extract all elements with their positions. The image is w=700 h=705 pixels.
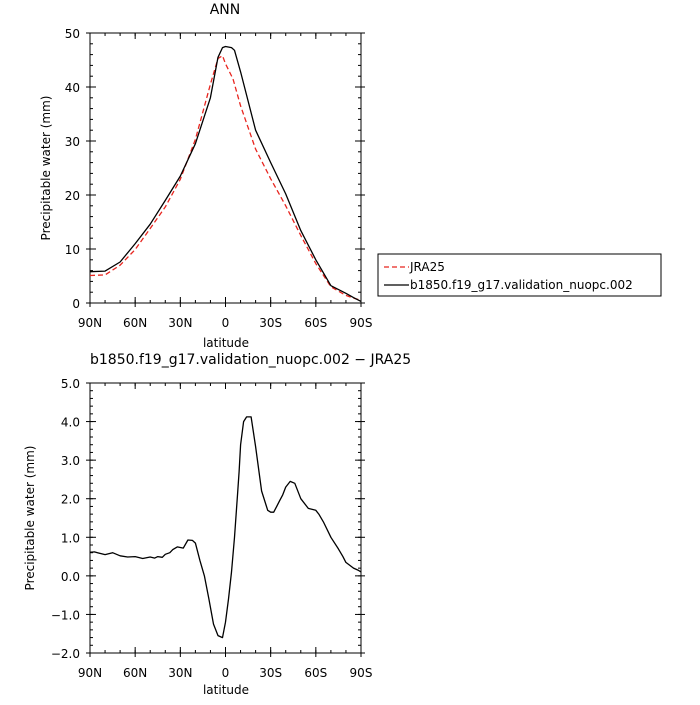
y-tick-label: 2.0 xyxy=(61,493,80,507)
panel-annual: ANN Precipitable water (mm) latitude 90N… xyxy=(39,2,372,350)
y-tick-label: −2.0 xyxy=(51,647,80,661)
panel-difference: b1850.f19_g17.validation_nuopc.002 − JRA… xyxy=(23,352,411,697)
x-axis-label: latitude xyxy=(203,336,249,350)
legend-label-model: b1850.f19_g17.validation_nuopc.002 xyxy=(410,278,633,292)
legend: JRA25 b1850.f19_g17.validation_nuopc.002 xyxy=(377,253,662,297)
x-tick-label: 90S xyxy=(350,666,373,680)
legend-box xyxy=(377,253,662,297)
y-axis-label: Precipitable water (mm) xyxy=(23,446,37,591)
x-tick-label: 30S xyxy=(259,666,282,680)
y-tick-label: 20 xyxy=(65,189,80,203)
series-line-b1850-f19-g17-validation-nuopc-002 xyxy=(89,45,362,302)
x-tick-label: 60N xyxy=(123,316,147,330)
y-tick-label: 40 xyxy=(65,81,80,95)
y-tick-label: 3.0 xyxy=(61,454,80,468)
y-tick-label: 5.0 xyxy=(61,377,80,391)
x-axis-label: latitude xyxy=(203,683,249,697)
chart-title: ANN xyxy=(210,2,241,18)
y-axis-label: Precipitable water (mm) xyxy=(39,96,53,241)
x-tick-label: 30S xyxy=(259,316,282,330)
x-tick-label: 0 xyxy=(222,316,230,330)
x-tick-label: 90N xyxy=(78,316,102,330)
x-tick-label: 60S xyxy=(304,666,327,680)
x-tick-label: 0 xyxy=(222,666,230,680)
x-tick-label: 60S xyxy=(304,316,327,330)
series-line-difference xyxy=(89,416,362,639)
y-tick-label: 1.0 xyxy=(61,531,80,545)
y-tick-label: 50 xyxy=(65,27,80,41)
x-tick-label: 60N xyxy=(123,666,147,680)
x-tick-label: 30N xyxy=(168,316,192,330)
y-tick-label: 4.0 xyxy=(61,416,80,430)
y-tick-label: −1.0 xyxy=(51,608,80,622)
series-line-jra25 xyxy=(89,55,362,301)
x-tick-label: 90S xyxy=(350,316,373,330)
y-tick-label: 0.0 xyxy=(61,570,80,584)
chart-title: b1850.f19_g17.validation_nuopc.002 − JRA… xyxy=(90,352,411,368)
x-tick-label: 30N xyxy=(168,666,192,680)
x-tick-label: 90N xyxy=(78,666,102,680)
y-tick-label: 0 xyxy=(72,297,80,311)
y-tick-label: 30 xyxy=(65,135,80,149)
y-tick-label: 10 xyxy=(65,243,80,257)
legend-label-jra25: JRA25 xyxy=(409,260,445,274)
plot-frame xyxy=(89,32,362,304)
